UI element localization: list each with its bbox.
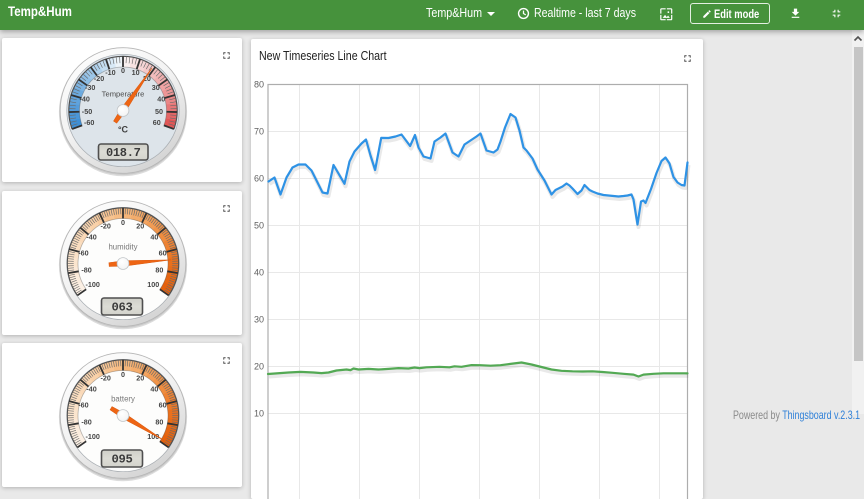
svg-text:battery: battery: [111, 394, 135, 403]
svg-text:80: 80: [155, 265, 163, 274]
svg-text:-50: -50: [81, 107, 91, 116]
svg-text:60: 60: [158, 400, 166, 409]
svg-text:20: 20: [253, 361, 263, 371]
svg-text:40: 40: [150, 384, 158, 393]
svg-text:20: 20: [136, 373, 144, 382]
svg-text:-80: -80: [81, 417, 91, 426]
svg-text:0: 0: [121, 369, 125, 378]
svg-text:063: 063: [111, 300, 132, 314]
svg-text:-60: -60: [78, 248, 88, 257]
svg-text:-100: -100: [85, 432, 99, 441]
svg-text:095: 095: [111, 452, 132, 466]
svg-text:-40: -40: [79, 94, 89, 103]
svg-text:40: 40: [150, 232, 158, 241]
svg-text:-80: -80: [81, 265, 91, 274]
svg-text:-30: -30: [85, 83, 95, 92]
svg-text:-10: -10: [105, 68, 115, 77]
svg-text:30: 30: [253, 314, 263, 324]
svg-text:30: 30: [151, 83, 159, 92]
svg-text:10: 10: [131, 68, 139, 77]
svg-text:100: 100: [147, 280, 159, 289]
svg-text:-20: -20: [100, 221, 110, 230]
svg-text:-20: -20: [100, 373, 110, 382]
svg-text:60: 60: [253, 173, 263, 183]
svg-text:°C: °C: [117, 125, 128, 135]
svg-text:0: 0: [121, 66, 125, 75]
svg-text:60: 60: [158, 248, 166, 257]
svg-text:-60: -60: [84, 118, 94, 127]
svg-text:-20: -20: [93, 74, 103, 83]
svg-text:018.7: 018.7: [105, 146, 140, 160]
svg-text:70: 70: [253, 126, 263, 136]
svg-text:80: 80: [253, 79, 263, 89]
svg-text:40: 40: [253, 267, 263, 277]
svg-text:80: 80: [155, 417, 163, 426]
svg-text:humidity: humidity: [108, 242, 137, 251]
svg-text:20: 20: [136, 221, 144, 230]
svg-text:50: 50: [155, 107, 163, 116]
svg-text:-40: -40: [86, 232, 96, 241]
svg-text:-40: -40: [86, 384, 96, 393]
svg-text:10: 10: [253, 408, 263, 418]
svg-text:-100: -100: [85, 280, 99, 289]
svg-text:50: 50: [253, 220, 263, 230]
svg-text:40: 40: [157, 94, 165, 103]
svg-text:0: 0: [121, 217, 125, 226]
svg-text:60: 60: [152, 118, 160, 127]
svg-text:-60: -60: [78, 400, 88, 409]
